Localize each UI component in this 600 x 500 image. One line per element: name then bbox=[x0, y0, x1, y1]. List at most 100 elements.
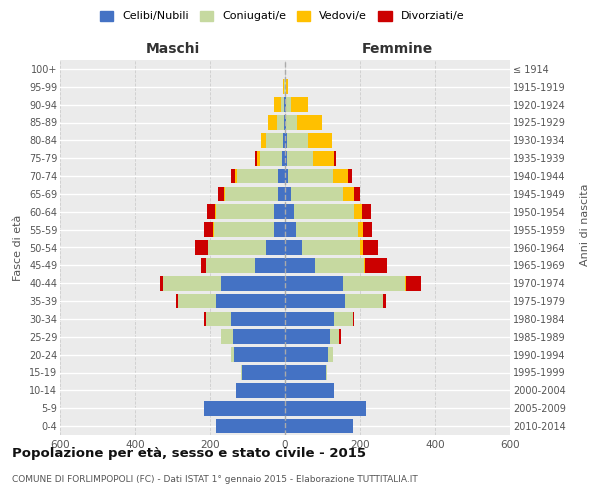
Bar bbox=[284, 98, 285, 112]
Bar bbox=[405, 276, 406, 290]
Bar bbox=[364, 258, 365, 272]
Bar bbox=[326, 365, 327, 380]
Bar bbox=[292, 98, 308, 112]
Bar bbox=[278, 168, 285, 184]
Bar bbox=[383, 294, 386, 308]
Bar bbox=[257, 151, 260, 166]
Bar bbox=[285, 98, 286, 112]
Bar bbox=[360, 240, 363, 255]
Bar bbox=[362, 222, 372, 237]
Bar bbox=[236, 383, 285, 398]
Bar bbox=[330, 330, 340, 344]
Bar bbox=[315, 258, 364, 272]
Bar bbox=[266, 133, 283, 148]
Bar bbox=[288, 168, 333, 184]
Bar bbox=[353, 312, 355, 326]
Bar bbox=[194, 240, 208, 255]
Bar bbox=[285, 204, 295, 219]
Bar bbox=[205, 312, 206, 326]
Bar bbox=[334, 151, 335, 166]
Text: Anni di nascita: Anni di nascita bbox=[580, 184, 590, 266]
Bar bbox=[221, 330, 233, 344]
Bar bbox=[406, 276, 421, 290]
Text: COMUNE DI FORLIMPOPOLI (FC) - Dati ISTAT 1° gennaio 2015 - Elaborazione TUTTITAL: COMUNE DI FORLIMPOPOLI (FC) - Dati ISTAT… bbox=[12, 476, 418, 484]
Bar bbox=[214, 222, 274, 237]
Bar bbox=[285, 222, 296, 237]
Legend: Celibi/Nubili, Coniugati/e, Vedovi/e, Divorziati/e: Celibi/Nubili, Coniugati/e, Vedovi/e, Di… bbox=[100, 10, 464, 22]
Bar bbox=[285, 276, 343, 290]
Bar bbox=[277, 115, 284, 130]
Bar bbox=[283, 133, 285, 148]
Bar bbox=[287, 133, 308, 148]
Text: Popolazione per età, sesso e stato civile - 2015: Popolazione per età, sesso e stato civil… bbox=[12, 448, 366, 460]
Bar bbox=[285, 365, 326, 380]
Bar bbox=[343, 276, 405, 290]
Bar bbox=[221, 276, 285, 290]
Bar bbox=[285, 258, 315, 272]
Bar bbox=[268, 115, 277, 130]
Bar bbox=[333, 168, 348, 184]
Bar bbox=[334, 312, 353, 326]
Bar bbox=[340, 330, 341, 344]
Bar bbox=[206, 258, 255, 272]
Bar bbox=[285, 151, 287, 166]
Bar bbox=[213, 222, 214, 237]
Bar bbox=[296, 222, 358, 237]
Bar bbox=[285, 330, 330, 344]
Bar bbox=[274, 222, 285, 237]
Bar bbox=[362, 204, 371, 219]
Bar bbox=[286, 98, 292, 112]
Bar bbox=[230, 312, 285, 326]
Bar bbox=[343, 186, 355, 201]
Y-axis label: Fasce di età: Fasce di età bbox=[13, 214, 23, 280]
Bar bbox=[286, 115, 298, 130]
Bar bbox=[235, 168, 237, 184]
Bar bbox=[206, 312, 230, 326]
Bar bbox=[254, 151, 257, 166]
Bar bbox=[205, 401, 285, 415]
Bar bbox=[281, 98, 284, 112]
Bar bbox=[274, 98, 281, 112]
Bar bbox=[218, 186, 223, 201]
Bar bbox=[223, 186, 225, 201]
Bar bbox=[285, 383, 334, 398]
Bar bbox=[203, 222, 213, 237]
Bar bbox=[285, 419, 353, 434]
Bar bbox=[233, 330, 285, 344]
Bar bbox=[308, 133, 332, 148]
Bar bbox=[260, 133, 266, 148]
Text: Femmine: Femmine bbox=[362, 42, 433, 56]
Bar bbox=[287, 151, 313, 166]
Bar bbox=[255, 258, 285, 272]
Bar bbox=[200, 258, 206, 272]
Bar bbox=[260, 151, 282, 166]
Bar bbox=[225, 186, 277, 201]
Bar bbox=[358, 222, 362, 237]
Bar bbox=[285, 348, 328, 362]
Bar bbox=[232, 168, 235, 184]
Bar bbox=[208, 240, 266, 255]
Bar bbox=[285, 133, 287, 148]
Bar bbox=[290, 186, 343, 201]
Bar bbox=[241, 365, 242, 380]
Bar bbox=[277, 186, 285, 201]
Bar bbox=[345, 294, 383, 308]
Bar bbox=[302, 240, 360, 255]
Bar bbox=[286, 80, 287, 94]
Bar bbox=[215, 204, 274, 219]
Bar bbox=[365, 258, 388, 272]
Bar bbox=[178, 294, 215, 308]
Bar bbox=[284, 115, 285, 130]
Bar bbox=[313, 151, 334, 166]
Bar bbox=[298, 115, 322, 130]
Bar bbox=[230, 348, 235, 362]
Bar bbox=[285, 115, 286, 130]
Bar bbox=[160, 276, 163, 290]
Bar bbox=[355, 186, 360, 201]
Bar bbox=[284, 80, 285, 94]
Bar bbox=[282, 151, 285, 166]
Bar bbox=[285, 312, 334, 326]
Bar bbox=[242, 365, 285, 380]
Bar bbox=[285, 186, 290, 201]
Bar bbox=[163, 276, 221, 290]
